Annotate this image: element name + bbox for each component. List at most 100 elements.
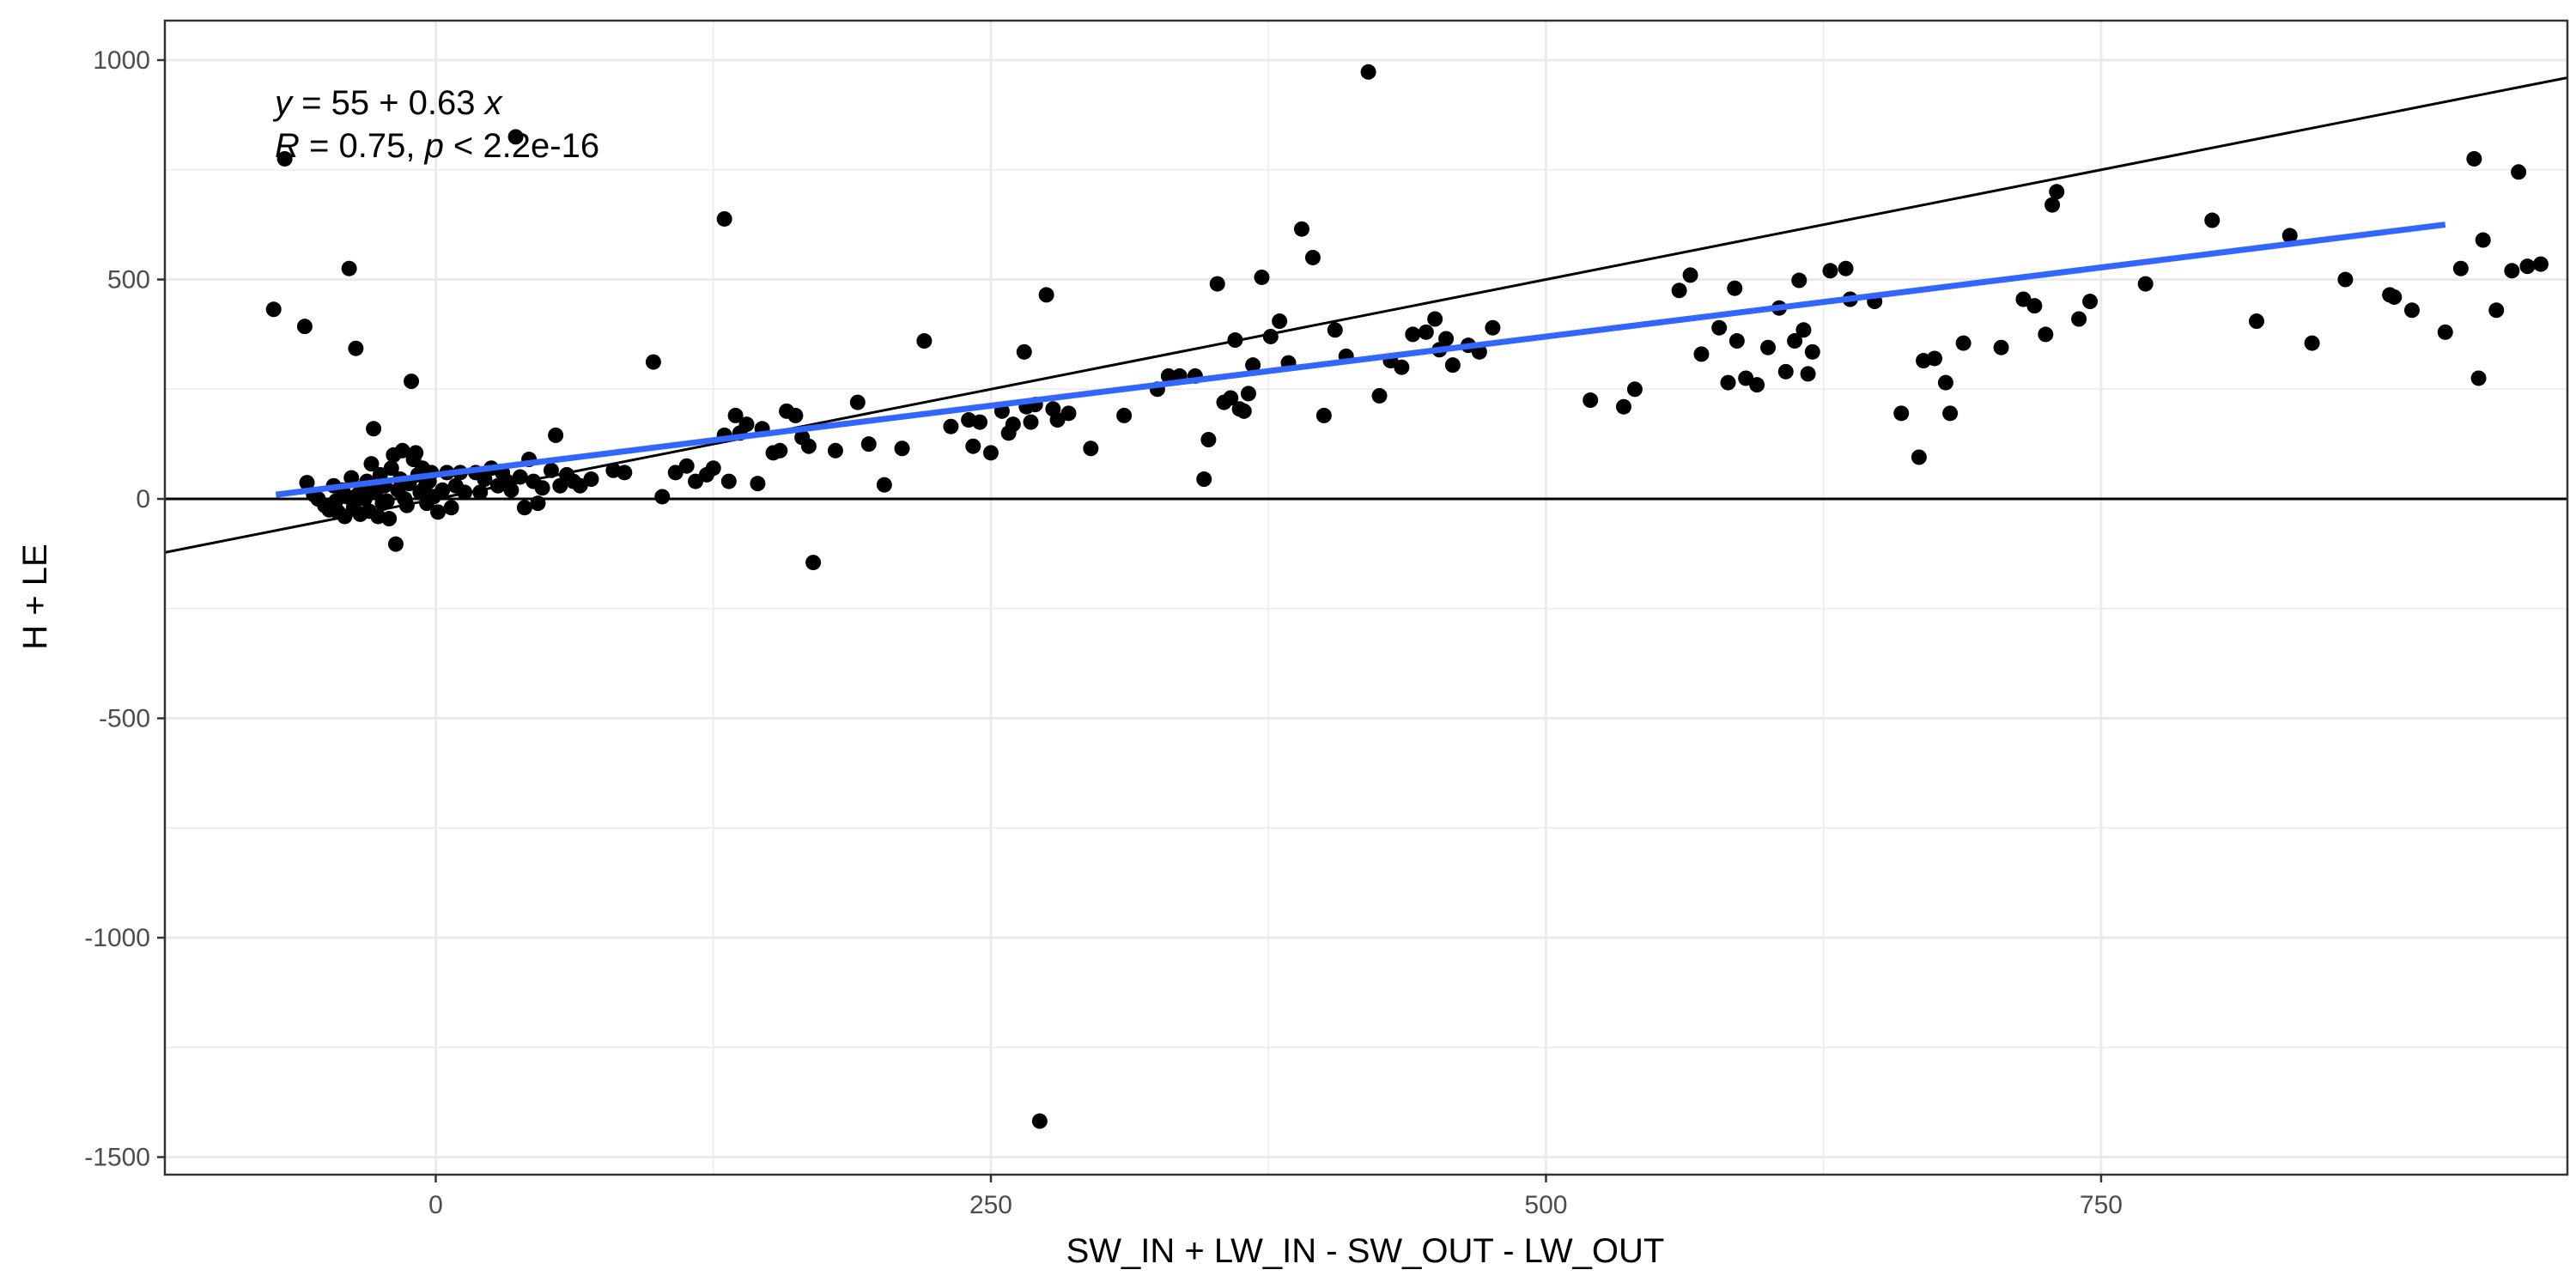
data-point (1728, 333, 1745, 349)
data-point (750, 476, 766, 492)
data-point (2488, 302, 2505, 319)
data-point (2082, 294, 2099, 310)
data-point (1371, 387, 1388, 404)
axis-ticks: 0 250 500 750 -1500 -1000 -500 0 500 1000 (84, 46, 2123, 1219)
data-point (1049, 412, 1066, 428)
data-point (645, 354, 661, 370)
data-point (943, 418, 959, 434)
x-tick-label: 250 (969, 1191, 1012, 1219)
data-point (457, 484, 473, 501)
data-point (1262, 328, 1279, 344)
data-point (1394, 359, 1410, 375)
data-point (2452, 260, 2469, 276)
data-point (1254, 269, 1270, 285)
regression-fit (275, 222, 2446, 498)
data-point (341, 260, 357, 276)
data-point (404, 374, 420, 390)
data-point (772, 442, 788, 459)
data-point (1615, 398, 1631, 415)
data-point (472, 484, 489, 501)
data-point (503, 482, 519, 498)
data-point (1327, 322, 1343, 338)
data-point (2137, 276, 2154, 292)
y-tick-label: 500 (107, 266, 150, 295)
data-point (2204, 212, 2221, 228)
data-point (1927, 350, 1943, 367)
data-point (1720, 374, 1736, 391)
data-point (2519, 258, 2536, 275)
data-point (1360, 64, 1376, 80)
data-point (2466, 150, 2482, 167)
data-point (1060, 405, 1077, 422)
data-point (800, 438, 817, 454)
data-point (1937, 374, 1953, 391)
data-point (2504, 263, 2520, 279)
data-point (543, 462, 559, 478)
data-point (688, 473, 704, 489)
data-point (1795, 322, 1812, 338)
panel-border (163, 19, 2569, 1176)
data-point (363, 456, 380, 472)
data-point (383, 460, 399, 477)
data-point (2071, 311, 2087, 327)
data-point (1671, 283, 1687, 299)
data-point (1315, 407, 1332, 423)
data-point (805, 555, 822, 571)
data-point (2475, 232, 2491, 248)
x-tick-label: 750 (2080, 1191, 2123, 1219)
data-point (1682, 267, 1698, 283)
data-point (2281, 228, 2298, 244)
data-point (1304, 249, 1321, 265)
data-point (398, 497, 415, 513)
data-point (1749, 377, 1765, 393)
fit-line (275, 222, 2446, 498)
data-point (430, 504, 447, 520)
data-point (530, 495, 546, 512)
y-tick-label: -500 (99, 705, 150, 733)
data-point (1955, 335, 1971, 351)
data-point (1427, 311, 1443, 327)
data-points (265, 64, 2549, 1129)
data-point (876, 477, 892, 493)
data-point (1209, 276, 1225, 292)
data-point (894, 440, 910, 457)
data-point (1023, 414, 1039, 430)
data-point (916, 333, 933, 349)
y-axis-title: H + LE (16, 544, 54, 649)
data-point (1911, 449, 1927, 465)
data-point (617, 465, 633, 481)
data-point (2470, 370, 2487, 386)
data-point (727, 407, 744, 423)
data-point (2038, 326, 2054, 343)
y-tick-label: 1000 (93, 46, 150, 75)
data-point (2386, 289, 2403, 305)
data-point (1760, 339, 1777, 355)
data-point (1272, 313, 1288, 330)
data-point (366, 421, 382, 437)
data-point (356, 491, 373, 507)
data-point (1838, 260, 1854, 276)
data-point (1016, 343, 1032, 360)
data-point (1083, 440, 1099, 457)
x-tick-label: 0 (428, 1191, 443, 1219)
data-point (1583, 392, 1599, 409)
data-point (1777, 363, 1794, 380)
data-point (1693, 346, 1710, 362)
data-point (1005, 416, 1021, 433)
data-point (982, 445, 999, 461)
data-point (265, 301, 282, 318)
data-point (2403, 302, 2420, 319)
data-point (381, 511, 398, 527)
data-point (348, 340, 364, 356)
data-point (572, 477, 588, 494)
data-point (1791, 272, 1807, 289)
data-point (787, 407, 804, 423)
data-point (1438, 331, 1455, 347)
data-point (1444, 357, 1461, 374)
data-point (965, 438, 981, 454)
data-point (1993, 339, 2009, 355)
data-point (2026, 298, 2043, 314)
data-point (434, 482, 451, 498)
data-point (667, 465, 683, 481)
